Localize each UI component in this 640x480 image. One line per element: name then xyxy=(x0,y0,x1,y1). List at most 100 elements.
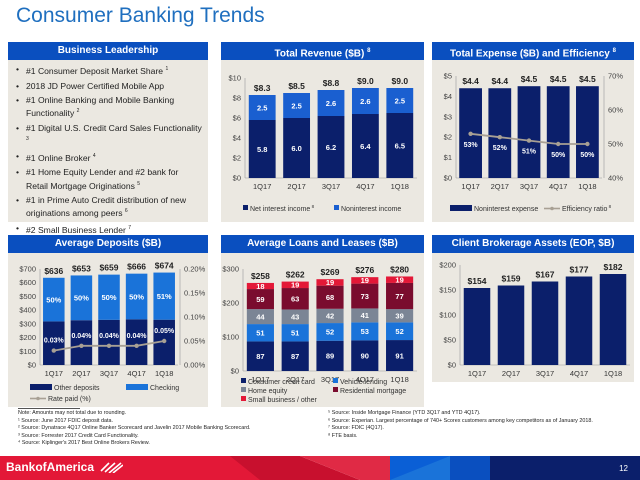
y-tick-label: $4 xyxy=(444,92,452,101)
segment-data-label: 2.6 xyxy=(326,99,336,108)
x-tick-label: 1Q18 xyxy=(390,375,408,384)
x-tick-label: 2Q17 xyxy=(72,369,90,378)
bar-segment xyxy=(281,309,309,325)
line-data-label: 0.05% xyxy=(154,328,175,335)
bar-segment xyxy=(576,86,599,178)
bar-segment xyxy=(125,273,148,320)
legend-label: Home equity xyxy=(248,388,288,395)
total-data-label: $269 xyxy=(321,267,340,277)
bar-segment xyxy=(316,285,344,309)
y-tick-label: $3 xyxy=(444,112,452,121)
leadership-item-text: #1 Consumer Deposit Market Share xyxy=(26,65,166,76)
total-data-label: $9.0 xyxy=(357,76,374,86)
x-tick-label: 3Q17 xyxy=(322,182,340,191)
bar-segment xyxy=(70,275,93,321)
bank-of-america-logo[interactable]: BankofAmerica xyxy=(6,460,124,474)
leadership-item-text: #1 Online Banking and Mobile Banking Fun… xyxy=(26,95,175,119)
footnote: ⁶ Source: Experian. Largest percentage o… xyxy=(328,417,593,424)
bar-segment xyxy=(386,282,414,310)
client-brokerage-chart: $0 $50 $100 $150 $200 1Q17 $154 2Q17 $159 3Q17 $16… xyxy=(439,261,630,378)
segment-data-label: 63 xyxy=(291,295,299,304)
line-point xyxy=(497,135,502,140)
segment-data-label: 19 xyxy=(395,276,403,285)
bar-segment xyxy=(281,341,309,371)
bar-segment xyxy=(351,322,379,341)
bar-segment xyxy=(281,288,309,310)
y-tick-label: $150 xyxy=(439,286,456,295)
y-tick-label: $50 xyxy=(443,336,456,345)
y-tick-label: $6 xyxy=(233,114,241,123)
bar-segment xyxy=(248,120,276,178)
footnote-ref: 3 xyxy=(26,136,29,143)
y-tick-label: $1 xyxy=(444,153,452,162)
segment-data-label: 2.5 xyxy=(291,101,301,110)
segment-data-label: 87 xyxy=(256,352,264,361)
total-data-label: $9.0 xyxy=(392,76,409,86)
leadership-item-text: #1 Home Equity Lender and #2 bank for Re… xyxy=(26,167,179,191)
segment-data-label: 50% xyxy=(74,294,89,303)
page-number: 12 xyxy=(619,464,628,473)
leadership-item-text: #1 Digital U.S. Credit Card Sales Functi… xyxy=(26,123,202,134)
total-data-label: $280 xyxy=(390,264,409,274)
legend-label: Checking xyxy=(150,385,179,392)
legend-label: Noninterest income xyxy=(341,206,401,213)
segment-data-label: 51 xyxy=(256,329,264,338)
footnote-ref: 7 xyxy=(128,224,132,231)
legend-swatch xyxy=(243,205,248,210)
segment-data-label: 50% xyxy=(46,295,61,304)
bar-segment xyxy=(317,90,345,116)
total-data-label: $659 xyxy=(100,263,119,273)
footnotes-left: Note: Amounts may not total due to round… xyxy=(18,410,251,448)
segment-data-label: 39 xyxy=(395,312,403,321)
total-expense-header: Total Expense ($B) and Efficiency 8 xyxy=(432,42,634,60)
bar-segment xyxy=(281,281,309,289)
bar-segment xyxy=(351,114,379,178)
bar-segment xyxy=(246,324,274,342)
bar-segment xyxy=(43,277,65,322)
total-data-label: $636 xyxy=(44,266,63,276)
line-data-label: 52% xyxy=(493,145,508,152)
y-tick-label: $100 xyxy=(439,311,456,320)
footnote-ref: 5 xyxy=(137,180,141,187)
y2-tick-label: 70% xyxy=(608,72,623,81)
legend-swatch xyxy=(241,396,246,401)
leadership-item-text: #2 Small Business Lender xyxy=(26,224,129,235)
bar-segment xyxy=(386,88,414,113)
y2-tick-label: 40% xyxy=(608,174,623,183)
y2-tick-label: 0.00% xyxy=(184,361,206,370)
y-tick-label: $300 xyxy=(222,265,239,274)
x-tick-label: 1Q18 xyxy=(155,369,173,378)
bar-segment xyxy=(386,276,414,283)
total-expense-panel: Total Expense ($B) and Efficiency 8 $0 $1… xyxy=(432,42,634,222)
total-expense-title: Total Expense ($B) and Efficiency xyxy=(450,48,610,60)
bar-segment xyxy=(246,282,274,290)
segment-data-label: 43 xyxy=(291,313,299,322)
line-point xyxy=(162,338,167,344)
flag-logo-icon xyxy=(100,462,124,473)
line-data-label: 0.04% xyxy=(127,333,148,340)
segment-data-label: 41 xyxy=(361,311,369,320)
segment-data-label: 42 xyxy=(326,312,334,321)
segment-data-label: 18 xyxy=(256,282,264,291)
bar-segment xyxy=(351,308,379,323)
footnote: ³ Source: Forrester 2017 Credit Card Fun… xyxy=(18,432,139,439)
x-tick-label: 4Q17 xyxy=(127,369,145,378)
bar-segment xyxy=(351,340,379,371)
leadership-item: #1 Online Banking and Mobile Banking Fun… xyxy=(16,95,202,119)
y-tick-label: $0 xyxy=(444,174,452,183)
footnote: ⁸ FTE basis. xyxy=(328,432,358,439)
legend-swatch xyxy=(333,378,338,383)
legend-swatch xyxy=(241,378,246,383)
bar-segment xyxy=(386,340,414,371)
y2-tick-label: 0.20% xyxy=(184,265,206,274)
footnote-ref: 4 xyxy=(92,152,96,159)
line-point xyxy=(468,131,473,136)
line-point xyxy=(556,141,561,147)
business-leadership-header: Business Leadership xyxy=(8,42,208,60)
legend-label: Rate paid (%) xyxy=(48,396,91,403)
line-data-label: 53% xyxy=(464,142,479,149)
bar-segment xyxy=(546,86,570,178)
y-tick-label: $10 xyxy=(228,74,241,83)
segment-data-label: 50% xyxy=(101,293,116,302)
leadership-item: 2018 JD Power Certified Mobile App xyxy=(16,81,202,92)
